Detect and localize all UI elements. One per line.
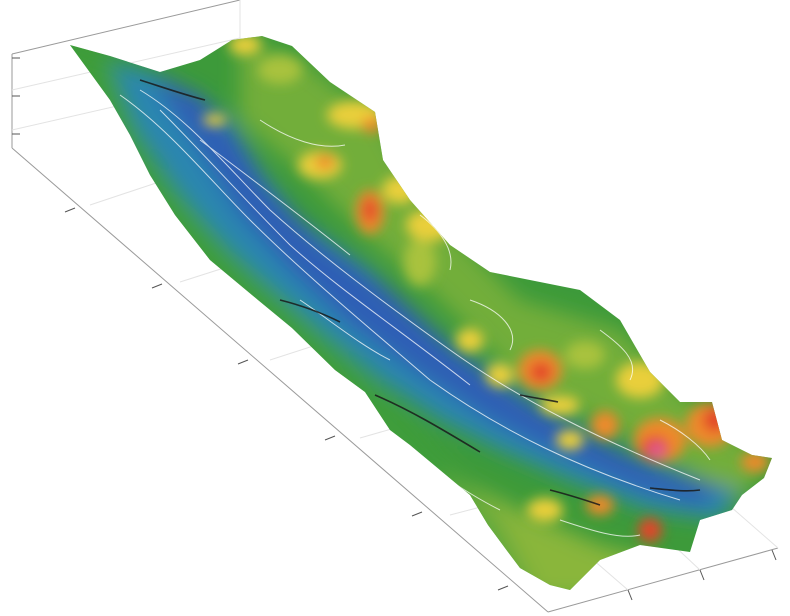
contour-lines xyxy=(119,89,711,537)
tick-mark xyxy=(771,549,777,561)
contour-line xyxy=(659,419,711,461)
axis-edge xyxy=(11,147,549,613)
hotspot xyxy=(591,411,619,439)
hotspot xyxy=(258,56,302,84)
tick-mark xyxy=(324,435,336,441)
hotspot xyxy=(540,395,580,415)
hotspot xyxy=(363,198,377,222)
contour-line xyxy=(199,139,351,256)
axes-frame xyxy=(11,0,779,613)
fault-line xyxy=(279,299,341,323)
tick-mark xyxy=(627,589,633,601)
hotspot xyxy=(382,176,418,204)
axis-edge xyxy=(11,0,241,55)
fault-line xyxy=(374,394,481,453)
contour-line xyxy=(259,119,346,147)
tick-mark xyxy=(411,511,423,517)
hotspot xyxy=(203,114,227,126)
contour-line xyxy=(159,109,471,386)
hotspot xyxy=(315,155,335,169)
hotspot xyxy=(456,328,484,352)
hotspot xyxy=(530,362,552,382)
fault-line xyxy=(649,487,701,492)
hotspot xyxy=(229,36,261,55)
contour-line xyxy=(139,89,701,481)
hotspot xyxy=(638,518,662,542)
hotspot xyxy=(565,341,605,369)
fault-lines xyxy=(139,79,701,506)
axis-edge xyxy=(547,547,779,613)
tick-mark xyxy=(237,359,249,365)
tick-mark xyxy=(699,569,705,581)
fault-line xyxy=(139,79,206,101)
fault-line xyxy=(549,489,601,506)
tick-mark xyxy=(64,207,76,213)
tick-mark xyxy=(151,283,163,289)
contour-line xyxy=(599,329,634,381)
hotspot xyxy=(616,362,664,398)
contour-line xyxy=(299,299,391,361)
hotspot xyxy=(649,443,665,457)
contour-line xyxy=(559,519,641,537)
hotspot xyxy=(703,408,727,432)
tick-marks xyxy=(12,57,777,601)
hotspot xyxy=(362,117,382,133)
hotspot xyxy=(527,498,563,522)
contour-line xyxy=(469,299,514,351)
tick-mark xyxy=(497,585,509,591)
contour-line xyxy=(119,94,681,501)
hotspot xyxy=(406,209,454,241)
fault-line xyxy=(519,394,559,403)
surface-hotspots xyxy=(203,36,769,542)
hotspot xyxy=(404,238,436,286)
hotspot xyxy=(556,430,584,450)
contour-line xyxy=(419,214,452,271)
hotspot xyxy=(486,363,514,387)
hotspot xyxy=(741,452,769,472)
